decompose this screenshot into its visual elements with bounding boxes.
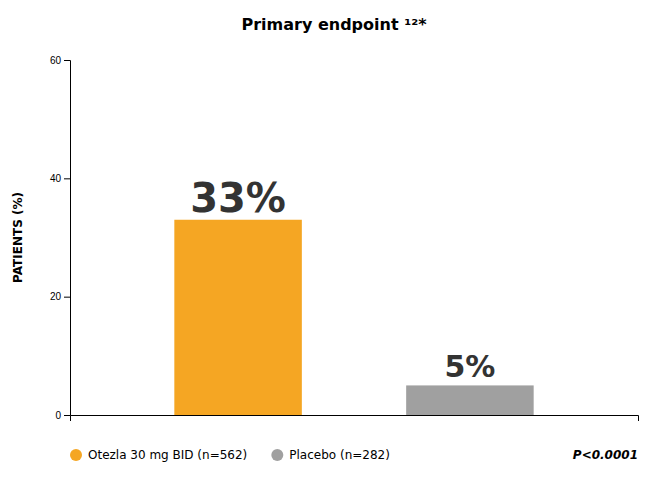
- title: Primary endpoint ¹²*: [241, 15, 427, 34]
- data-label: 33%: [190, 175, 286, 221]
- legend-swatch: [70, 449, 82, 461]
- plot: 0 20 40 60 33% 5%: [50, 55, 639, 421]
- legend-item: Placebo (n=282): [271, 448, 390, 462]
- legend-item: Otezla 30 mg BID (n=562): [70, 448, 247, 462]
- y-tick-label: 20: [50, 291, 62, 302]
- x-axis: [71, 416, 639, 422]
- legend-label: Placebo (n=282): [289, 448, 390, 462]
- legend-label: Otezla 30 mg BID (n=562): [88, 448, 247, 462]
- y-tick-mark: [64, 415, 70, 416]
- bar: [174, 220, 302, 415]
- data-label: 5%: [444, 349, 495, 384]
- bar: [406, 385, 534, 415]
- y-axis-line: [64, 61, 71, 416]
- y-tick: 40: [50, 173, 70, 184]
- y-axis-title: PATIENTS (%): [11, 192, 25, 283]
- y-tick-mark: [64, 60, 70, 61]
- y-tick-label: 60: [50, 55, 62, 66]
- data-labels: 33% 5%: [190, 175, 495, 385]
- legend-swatch: [271, 449, 283, 461]
- x-axis-line: [71, 416, 639, 422]
- y-tick: 20: [50, 291, 70, 302]
- bars: [174, 220, 533, 415]
- annotation: P<0.0001: [573, 448, 638, 462]
- legend: Otezla 30 mg BID (n=562) Placebo (n=282): [70, 448, 390, 462]
- y-tick-label: 0: [55, 410, 61, 421]
- y-tick: 0: [55, 410, 70, 421]
- y-tick-mark: [64, 178, 70, 179]
- chart: 0 20 40 60 33% 5% Primary endpoint ¹²* PATIENTS…: [0, 0, 668, 495]
- y-axis: 0 20 40 60: [50, 55, 71, 421]
- y-tick: 60: [50, 55, 70, 66]
- y-tick-mark: [64, 297, 70, 298]
- y-tick-label: 40: [50, 173, 62, 184]
